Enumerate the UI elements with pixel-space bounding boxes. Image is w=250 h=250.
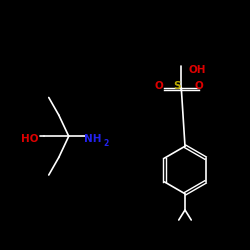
Text: O: O [154, 81, 163, 91]
Text: NH: NH [84, 134, 101, 144]
Text: 2: 2 [104, 138, 109, 147]
Text: S: S [174, 81, 181, 91]
Text: O: O [194, 81, 203, 91]
Text: OH: OH [189, 65, 206, 75]
Text: HO: HO [21, 134, 39, 144]
